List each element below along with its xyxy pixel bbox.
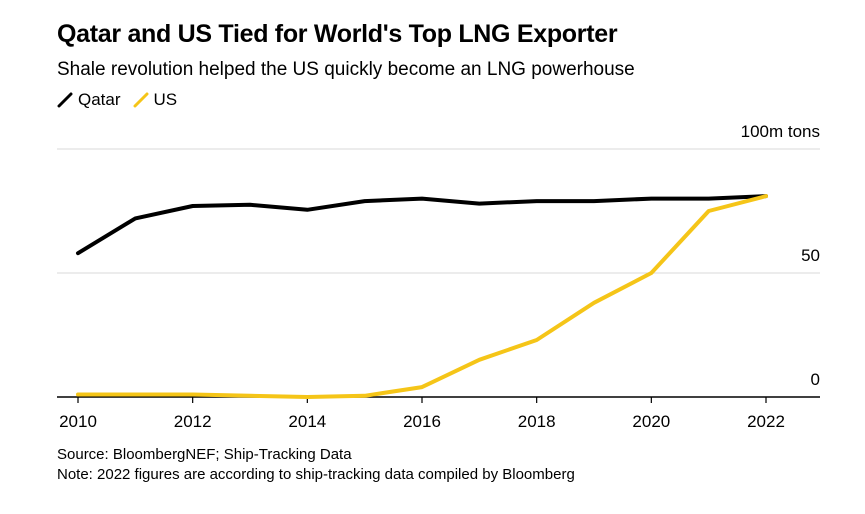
source-note: Source: BloombergNEF; Ship-Tracking Data [57,446,352,463]
chart-subtitle: Shale revolution helped the US quickly b… [57,59,635,80]
x-tick-label: 2016 [403,412,441,431]
series-line-qatar [76,194,768,256]
series-line-us [76,194,768,399]
legend-swatch-qatar [57,92,73,108]
legend-item-qatar: Qatar [57,90,121,110]
x-tick-label: 2022 [747,412,785,431]
x-tick-label: 2020 [632,412,670,431]
legend-swatch-us [133,92,149,108]
legend-label-qatar: Qatar [78,90,121,109]
x-tick-label: 2010 [59,412,97,431]
x-tick-label: 2014 [288,412,326,431]
y-tick-label: 50 [801,246,820,265]
legend-label-us: US [153,90,178,109]
y-tick-label: 0 [811,370,820,389]
y-tick-label: 100m tons [741,122,820,141]
x-tick-label: 2012 [174,412,212,431]
legend: Qatar US [57,90,189,110]
chart-title: Qatar and US Tied for World's Top LNG Ex… [57,20,618,48]
footnote: Note: 2022 figures are according to ship… [57,466,575,483]
legend-item-us: US [133,90,178,110]
x-tick-label: 2018 [518,412,556,431]
